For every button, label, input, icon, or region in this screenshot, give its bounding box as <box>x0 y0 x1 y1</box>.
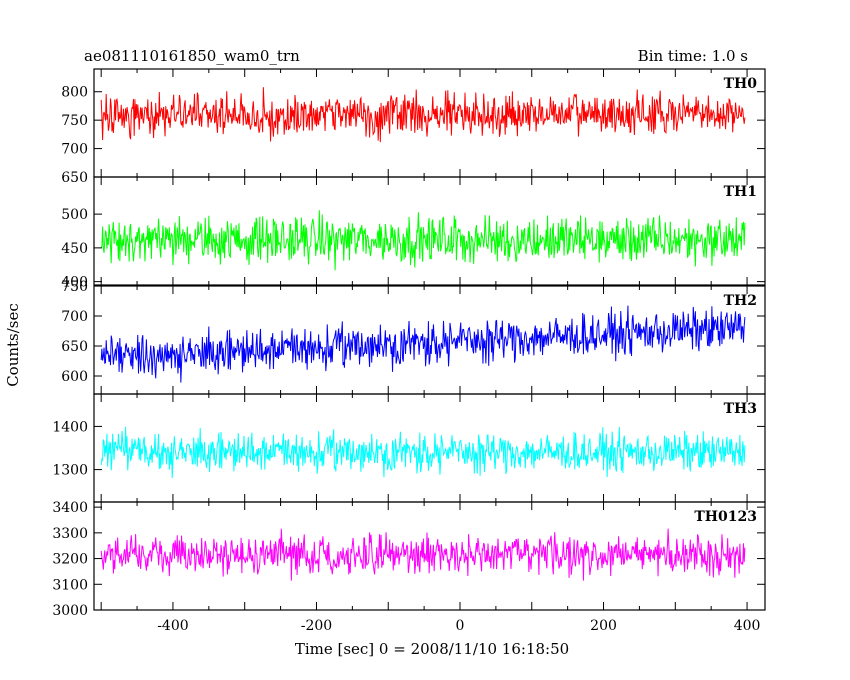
panels-group: 650 700 750 800 TH0 400 450 500 TH1 600 650 700 750 T… <box>52 68 766 634</box>
y-tick-label: 3100 <box>52 577 88 593</box>
series-line-th2 <box>100 305 746 383</box>
y-tick-label: 3400 <box>52 500 88 516</box>
panel-frame <box>93 501 766 611</box>
x-tick-label: 0 <box>456 618 465 634</box>
x-tick-label: 200 <box>590 618 617 634</box>
y-tick-label: 750 <box>61 113 88 129</box>
panel-frame <box>93 176 766 286</box>
y-tick-label: 1300 <box>52 463 88 479</box>
x-tick-label: -400 <box>157 618 188 634</box>
panel-label: TH0 <box>724 76 758 92</box>
y-tick-label: 700 <box>61 142 88 158</box>
y-tick-label: 750 <box>61 279 88 295</box>
panel-label: TH2 <box>724 293 757 309</box>
y-tick-label: 1400 <box>52 419 88 435</box>
x-axis-label: Time [sec] 0 = 2008/11/10 16:18:50 <box>295 640 569 658</box>
panel-frame <box>93 285 766 395</box>
panel-th2: 600 650 700 750 TH2 <box>61 279 766 395</box>
series-line-th0123 <box>100 528 746 581</box>
panel-label: TH1 <box>724 184 757 200</box>
y-tick-label: 400 <box>61 275 88 291</box>
bin-time-label: Bin time: 1.0 s <box>638 47 748 65</box>
x-tick-label: 400 <box>734 618 761 634</box>
y-tick-label: 800 <box>61 85 88 101</box>
x-tick-label: -200 <box>301 618 332 634</box>
y-tick-label: 500 <box>61 207 88 223</box>
panel-label: TH0123 <box>694 509 757 525</box>
y-tick-label: 3200 <box>52 552 88 568</box>
series-line-th3 <box>100 426 746 479</box>
panel-th1: 400 450 500 TH1 <box>61 176 766 291</box>
series-line-th0 <box>100 87 746 143</box>
y-tick-label: 650 <box>61 339 88 355</box>
y-tick-label: 3300 <box>52 526 88 542</box>
panel-th0: 650 700 750 800 TH0 <box>61 68 766 186</box>
y-axis-label: Counts/sec <box>4 303 22 387</box>
y-tick-label: 700 <box>61 309 88 325</box>
y-tick-label: 600 <box>61 369 88 385</box>
chart-title: ae081110161850_wam0_trn <box>84 47 300 65</box>
panel-th0123: 3000 3100 3200 3300 3400 TH0123 <box>52 500 766 619</box>
panel-label: TH3 <box>724 401 757 417</box>
y-tick-label: 650 <box>61 170 88 186</box>
y-tick-label: 3000 <box>52 603 88 619</box>
panel-th3: 1300 1400 TH3 <box>52 393 766 503</box>
y-tick-label: 450 <box>61 241 88 257</box>
series-line-th1 <box>101 210 746 271</box>
